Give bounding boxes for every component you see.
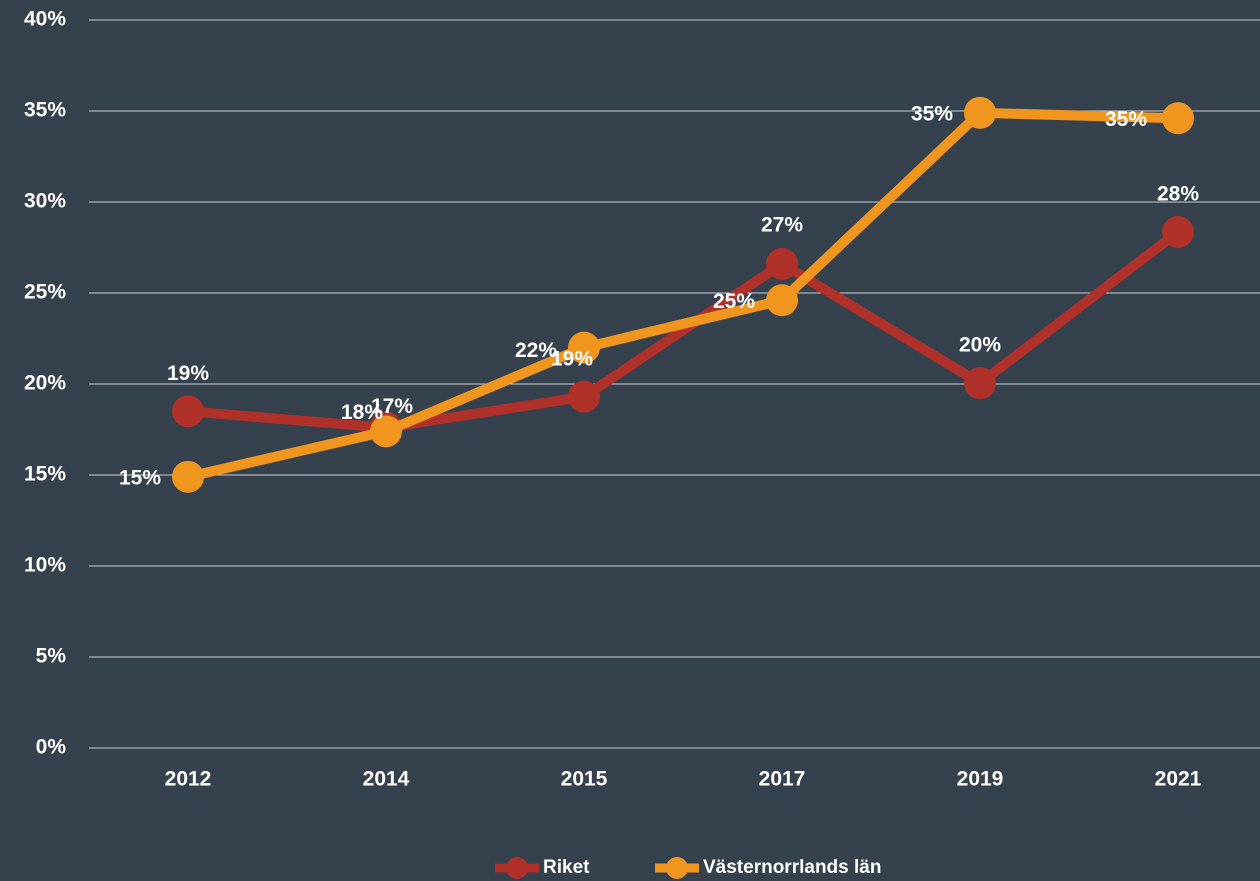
y-tick-label: 35% [24, 99, 66, 122]
legend-marker [666, 857, 688, 879]
x-tick-label: 2014 [363, 768, 410, 791]
data-label: 25% [713, 290, 755, 313]
data-point [964, 367, 996, 400]
legend-marker [506, 857, 528, 879]
data-label: 22% [515, 339, 557, 362]
data-label: 20% [959, 334, 1001, 357]
data-label: 19% [167, 362, 209, 385]
data-label: 17% [371, 395, 413, 418]
y-tick-label: 20% [24, 372, 66, 395]
data-label: 35% [911, 102, 953, 125]
x-tick-label: 2017 [759, 768, 806, 791]
data-point [172, 460, 204, 493]
data-point [1162, 102, 1194, 135]
legend-label: Västernorrlands län [703, 857, 881, 878]
y-tick-label: 5% [36, 645, 67, 668]
data-point [172, 395, 204, 428]
data-label: 27% [761, 213, 803, 236]
data-point [568, 331, 600, 364]
x-tick-label: 2019 [957, 768, 1004, 791]
y-tick-label: 10% [24, 554, 66, 577]
y-tick-label: 15% [24, 463, 66, 486]
data-point [964, 96, 996, 129]
data-point [370, 415, 402, 448]
data-point [1162, 216, 1194, 249]
data-label: 28% [1157, 183, 1199, 206]
data-label: 19% [551, 347, 593, 370]
legend-label: Riket [543, 857, 590, 878]
data-point [568, 380, 600, 413]
y-tick-label: 25% [24, 281, 66, 304]
x-tick-label: 2021 [1155, 768, 1202, 791]
y-tick-label: 30% [24, 190, 66, 213]
series-line [186, 107, 1179, 482]
x-tick-label: 2015 [561, 768, 608, 791]
data-label: 35% [1105, 108, 1147, 131]
data-point [766, 247, 798, 280]
series-line [187, 228, 1182, 433]
data-point [766, 284, 798, 317]
y-tick-label: 0% [36, 736, 67, 759]
data-label: 18% [341, 401, 383, 424]
data-label: 15% [119, 466, 161, 489]
x-tick-label: 2012 [165, 768, 212, 791]
y-tick-label: 40% [24, 8, 66, 31]
